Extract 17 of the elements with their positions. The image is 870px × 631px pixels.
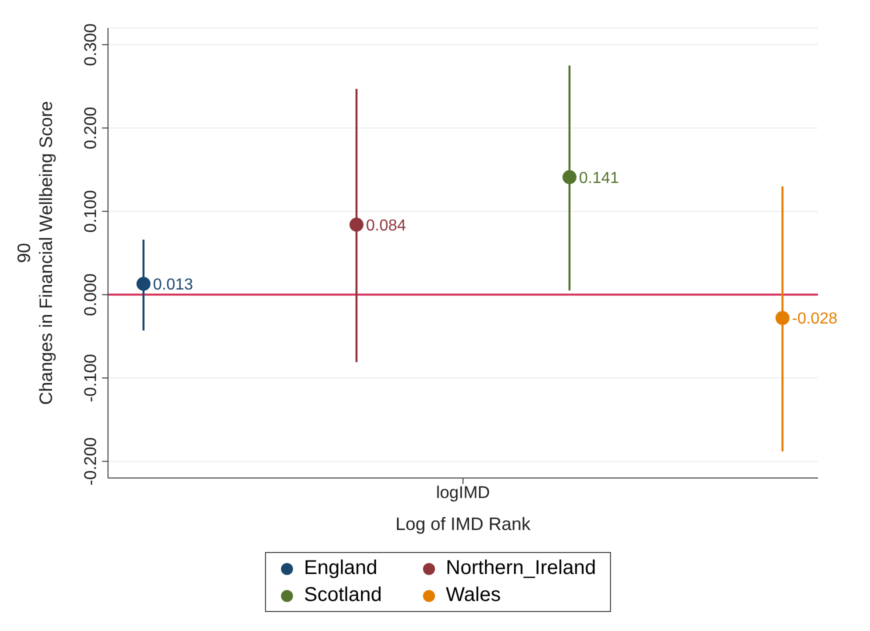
x-tick-label: logIMD (436, 483, 490, 502)
data-label: 0.013 (153, 276, 194, 294)
legend-label: Wales (446, 584, 501, 607)
y-tick-label: 0.000 (81, 273, 100, 316)
data-label: -0.028 (792, 310, 838, 328)
legend-label: Scotland (304, 584, 382, 607)
x-axis-title: Log of IMD Rank (395, 514, 532, 534)
y-tick-label: 0.300 (81, 23, 100, 66)
y-tick-label: 0.100 (81, 190, 100, 233)
y-tick-label: -0.200 (81, 437, 100, 486)
legend-label: England (304, 557, 378, 580)
y-axis-title: 90 Changes in Financial Wellbeing Score (14, 101, 56, 405)
y-tick-label: 0.200 (81, 106, 100, 150)
legend-label: Northern_Ireland (446, 557, 596, 580)
data-label: 0.084 (366, 217, 406, 234)
data-label: 0.141 (579, 170, 620, 187)
y-tick-label: -0.100 (81, 354, 100, 402)
